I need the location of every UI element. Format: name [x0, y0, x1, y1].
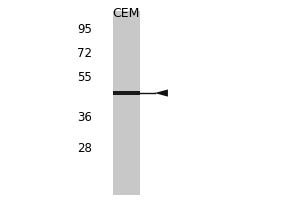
Text: 72: 72	[77, 47, 92, 60]
Polygon shape	[154, 89, 168, 97]
Text: 55: 55	[77, 71, 92, 84]
Text: 95: 95	[77, 23, 92, 36]
Text: CEM: CEM	[112, 7, 140, 20]
Text: 28: 28	[77, 142, 92, 155]
Bar	[113, 91, 140, 95]
Text: 36: 36	[77, 111, 92, 124]
Bar	[113, 11, 140, 195]
